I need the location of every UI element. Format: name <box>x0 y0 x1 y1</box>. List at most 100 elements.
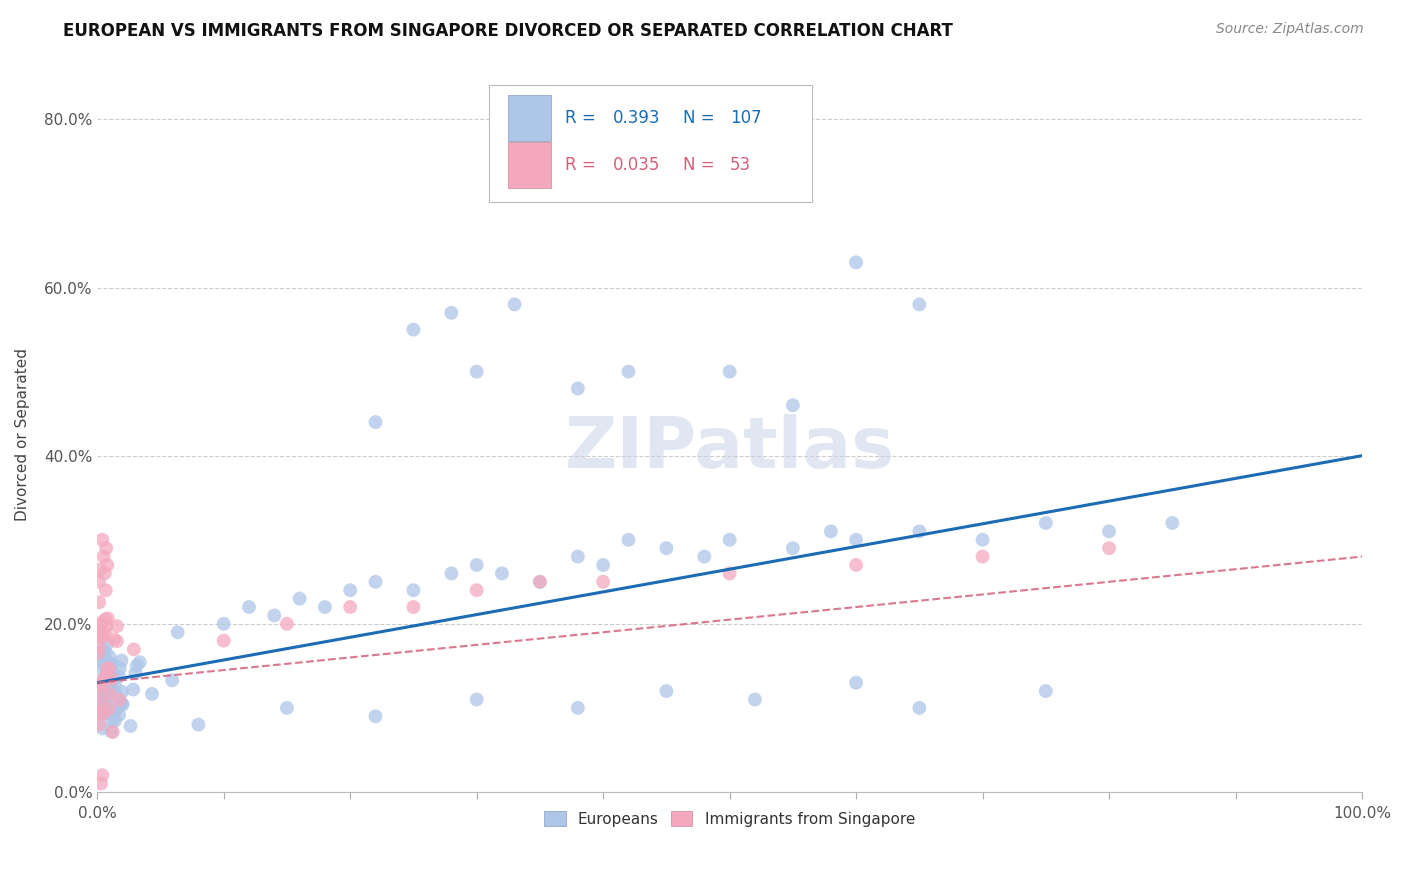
Point <box>238 600 260 615</box>
Point <box>908 701 931 715</box>
Point <box>845 558 868 572</box>
Point <box>89 624 111 639</box>
Point <box>122 642 145 657</box>
Point <box>592 574 614 589</box>
Y-axis label: Divorced or Separated: Divorced or Separated <box>15 348 30 521</box>
Point <box>592 558 614 572</box>
Point <box>100 658 122 673</box>
Point <box>718 533 741 547</box>
Point <box>97 656 120 670</box>
Point <box>693 549 716 564</box>
Point <box>94 541 117 556</box>
Point <box>96 663 118 677</box>
Point <box>108 693 131 707</box>
Point <box>87 627 110 641</box>
Point <box>100 724 122 739</box>
FancyBboxPatch shape <box>509 95 551 141</box>
Point <box>187 717 209 731</box>
Point <box>87 630 110 644</box>
Point <box>98 661 121 675</box>
Point <box>364 574 387 589</box>
FancyBboxPatch shape <box>509 143 551 188</box>
Point <box>101 657 124 672</box>
Point <box>718 566 741 581</box>
Point <box>402 583 425 598</box>
Point <box>972 549 994 564</box>
Point <box>100 672 122 686</box>
Point <box>87 682 110 697</box>
Point <box>124 666 146 681</box>
Point <box>108 669 131 683</box>
Point <box>96 619 118 633</box>
Point <box>110 696 132 710</box>
Point <box>100 673 122 688</box>
Point <box>89 708 111 723</box>
Point <box>1098 524 1121 539</box>
FancyBboxPatch shape <box>489 85 811 202</box>
Point <box>90 656 112 670</box>
Text: Source: ZipAtlas.com: Source: ZipAtlas.com <box>1216 22 1364 37</box>
Point <box>89 695 111 709</box>
Point <box>91 722 114 736</box>
Point <box>87 646 110 660</box>
Point <box>402 323 425 337</box>
Point <box>89 717 111 731</box>
Point <box>276 701 298 715</box>
Point <box>98 687 121 701</box>
Point <box>96 662 118 676</box>
Point <box>160 673 183 688</box>
Point <box>91 706 114 721</box>
Point <box>87 574 110 589</box>
Text: EUROPEAN VS IMMIGRANTS FROM SINGAPORE DIVORCED OR SEPARATED CORRELATION CHART: EUROPEAN VS IMMIGRANTS FROM SINGAPORE DI… <box>63 22 953 40</box>
Point <box>276 616 298 631</box>
Point <box>845 533 868 547</box>
Point <box>465 558 488 572</box>
Point <box>212 633 235 648</box>
Point <box>103 632 125 647</box>
Point <box>97 702 120 716</box>
Point <box>1035 684 1057 698</box>
Point <box>440 566 463 581</box>
Text: 107: 107 <box>730 109 761 128</box>
Point <box>93 654 115 668</box>
Text: ZIPatlas: ZIPatlas <box>565 415 894 483</box>
Point <box>402 600 425 615</box>
Point <box>718 365 741 379</box>
Text: 53: 53 <box>730 156 751 174</box>
Point <box>104 703 127 717</box>
Point <box>104 714 127 728</box>
Point <box>104 679 127 693</box>
Point <box>94 566 117 581</box>
Point <box>1161 516 1184 530</box>
Point <box>108 661 131 675</box>
Point <box>122 682 145 697</box>
Point <box>94 669 117 683</box>
Point <box>1035 516 1057 530</box>
Point <box>89 676 111 690</box>
Point <box>93 706 115 721</box>
Point <box>782 541 804 556</box>
Point <box>567 701 589 715</box>
Point <box>105 703 128 717</box>
Point <box>94 645 117 659</box>
Point <box>141 687 163 701</box>
Point <box>97 676 120 690</box>
Point <box>90 703 112 717</box>
Point <box>1098 541 1121 556</box>
Point <box>339 600 361 615</box>
Point <box>87 705 110 719</box>
Point <box>105 634 128 648</box>
Point <box>111 698 134 712</box>
Point <box>90 776 112 790</box>
Point <box>744 692 766 706</box>
Point <box>97 705 120 719</box>
Point <box>91 648 114 663</box>
Point <box>440 306 463 320</box>
Point <box>104 671 127 685</box>
Point <box>97 636 120 650</box>
Point <box>491 566 513 581</box>
Point <box>110 653 132 667</box>
Point <box>465 583 488 598</box>
Point <box>529 574 551 589</box>
Point <box>567 549 589 564</box>
